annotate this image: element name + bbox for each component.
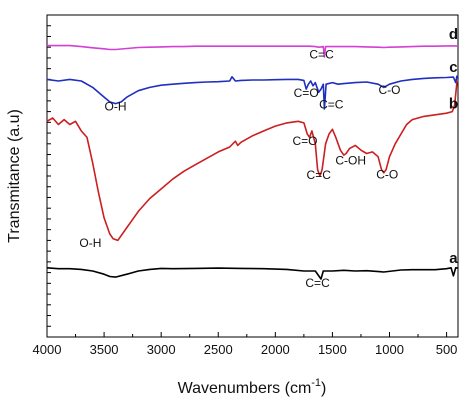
series-letter-labels: a b cd <box>449 26 458 267</box>
series-line-a <box>46 267 459 280</box>
peak-label: C=C <box>307 168 332 182</box>
x-axis-title-main: Wavenumbers (cm <box>178 380 312 397</box>
x-axis-title-close: ) <box>321 380 326 397</box>
x-tick-label: 4000 <box>33 342 62 357</box>
x-tick-label: 2500 <box>204 342 233 357</box>
x-axis-ticks <box>46 332 448 337</box>
peak-annotations: C=CO-HC=OC=CC-OC=OC=CC-OHC-OO-HC=C <box>79 47 400 290</box>
series-line-b <box>46 80 459 242</box>
x-tick-label: 500 <box>436 342 458 357</box>
peak-label: C-OH <box>335 154 366 168</box>
peak-label: C=O <box>293 134 318 148</box>
peak-label: C=C <box>309 47 334 61</box>
y-axis-title: Transmitance (a.u) <box>6 109 23 243</box>
x-axis-title: Wavenumbers (cm-1) <box>178 377 327 397</box>
series-label-d: d <box>449 26 458 43</box>
peak-label: O-H <box>79 236 101 250</box>
x-axis-title-superscript: -1 <box>311 377 321 389</box>
series-line-d <box>47 44 458 58</box>
x-tick-label: 2000 <box>261 342 290 357</box>
peak-label: C-O <box>376 168 398 182</box>
x-axis-tick-labels: 4000 3500 3000 2500 2000 1500 1000 500 <box>33 342 458 357</box>
peak-label: C=O <box>294 86 319 100</box>
peak-label: C-O <box>379 83 401 97</box>
x-tick-label: 1500 <box>318 342 347 357</box>
x-tick-label: 3000 <box>147 342 176 357</box>
series-line-c <box>46 75 459 110</box>
series-label-b: b <box>449 95 458 112</box>
series-label-c: c <box>449 59 457 76</box>
spectra-lines <box>46 44 459 280</box>
peak-label: C=C <box>319 97 344 111</box>
series-label-a: a <box>449 250 458 267</box>
y-axis-ticks <box>47 25 51 327</box>
peak-label: O-H <box>105 100 127 114</box>
peak-label: C=C <box>305 276 330 290</box>
x-tick-label: 1000 <box>375 342 404 357</box>
x-tick-label: 3500 <box>90 342 119 357</box>
